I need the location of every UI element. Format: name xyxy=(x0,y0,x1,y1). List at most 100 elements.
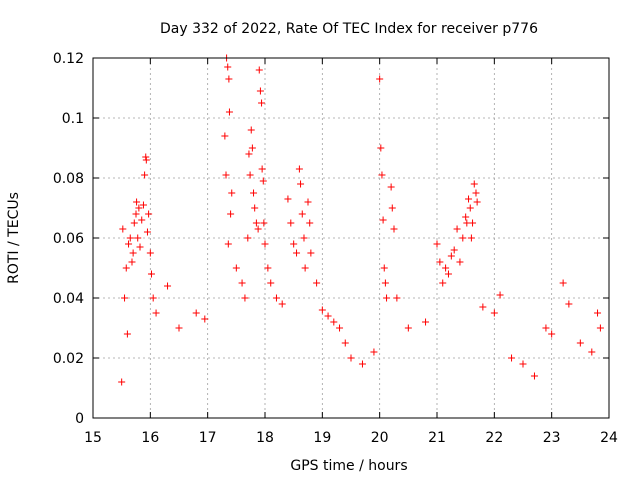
data-point xyxy=(347,354,355,362)
data-point xyxy=(383,294,391,302)
data-point xyxy=(358,360,366,368)
data-point xyxy=(519,360,527,368)
data-point xyxy=(387,183,395,191)
data-point xyxy=(139,201,147,209)
data-point xyxy=(264,264,272,272)
data-point xyxy=(122,264,130,272)
x-tick-label: 18 xyxy=(256,430,274,446)
data-point xyxy=(247,126,255,134)
data-point xyxy=(130,219,138,227)
y-tick-label: 0 xyxy=(75,411,84,427)
data-point xyxy=(594,309,602,317)
data-point xyxy=(201,315,209,323)
plot-frame xyxy=(92,57,610,419)
data-point xyxy=(246,171,254,179)
data-point xyxy=(422,318,430,326)
data-point xyxy=(164,282,172,290)
ticks-layer: 15 16 17 18 19 20 21 22 23 24 0 0.02 0.04 0.06 0.08 0.1… xyxy=(53,51,618,446)
data-point xyxy=(142,153,150,161)
chart-title: Day 332 of 2022, Rate Of TEC Index for r… xyxy=(160,21,538,37)
data-point xyxy=(147,270,155,278)
data-point xyxy=(393,294,401,302)
data-point xyxy=(470,180,478,188)
data-point xyxy=(128,258,136,266)
data-point xyxy=(136,243,144,251)
data-point xyxy=(260,219,268,227)
data-point xyxy=(192,309,200,317)
data-point xyxy=(433,240,441,248)
data-point xyxy=(241,294,249,302)
data-point xyxy=(224,240,232,248)
data-point xyxy=(439,279,447,287)
data-point xyxy=(295,165,303,173)
data-point xyxy=(444,270,452,278)
data-point xyxy=(469,219,477,227)
data-point xyxy=(228,189,236,197)
data-point xyxy=(258,99,266,107)
data-point xyxy=(336,324,344,332)
grid-layer xyxy=(93,58,609,418)
data-point xyxy=(252,219,260,227)
data-point xyxy=(254,225,262,233)
data-point xyxy=(121,294,129,302)
data-point xyxy=(287,219,295,227)
data-point xyxy=(119,225,127,233)
data-point xyxy=(256,87,264,95)
data-point xyxy=(251,204,259,212)
y-axis-label: ROTI / TECUs xyxy=(6,192,22,284)
data-point xyxy=(132,210,140,218)
data-point xyxy=(490,309,498,317)
data-point xyxy=(390,225,398,233)
data-point xyxy=(149,294,157,302)
data-point xyxy=(134,234,142,242)
data-point xyxy=(473,198,481,206)
data-point xyxy=(298,210,306,218)
x-tick-label: 19 xyxy=(313,430,331,446)
data-point xyxy=(225,75,233,83)
data-point xyxy=(300,234,308,242)
data-point xyxy=(306,219,314,227)
data-point xyxy=(313,279,321,287)
data-point xyxy=(118,378,126,386)
data-point xyxy=(450,246,458,254)
data-point xyxy=(565,300,573,308)
data-point xyxy=(152,309,160,317)
data-point xyxy=(466,204,474,212)
x-tick-label: 24 xyxy=(600,430,618,446)
data-point xyxy=(278,300,286,308)
x-tick-label: 20 xyxy=(371,430,389,446)
data-point xyxy=(221,132,229,140)
data-point xyxy=(125,240,133,248)
x-tick-label: 21 xyxy=(428,430,446,446)
data-point xyxy=(459,234,467,242)
data-point xyxy=(378,171,386,179)
data-point xyxy=(508,354,516,362)
data-point xyxy=(370,348,378,356)
data-point xyxy=(267,279,275,287)
data-point xyxy=(301,264,309,272)
data-point xyxy=(259,177,267,185)
data-point xyxy=(341,339,349,347)
y-tick-label: 0.06 xyxy=(53,231,84,247)
data-point xyxy=(227,210,235,218)
data-point xyxy=(175,324,183,332)
data-point xyxy=(123,330,131,338)
x-tick-label: 22 xyxy=(485,430,503,446)
y-tick-label: 0.02 xyxy=(53,351,84,367)
data-point xyxy=(304,198,312,206)
data-point xyxy=(379,216,387,224)
data-point xyxy=(380,264,388,272)
data-point xyxy=(576,339,584,347)
data-point xyxy=(141,171,149,179)
x-tick-label: 23 xyxy=(543,430,561,446)
data-point xyxy=(248,144,256,152)
data-point xyxy=(436,258,444,266)
data-point xyxy=(245,150,253,158)
data-point xyxy=(388,204,396,212)
data-point xyxy=(559,279,567,287)
x-tick-label: 16 xyxy=(141,430,159,446)
x-tick-label: 17 xyxy=(199,430,217,446)
data-point xyxy=(496,291,504,299)
